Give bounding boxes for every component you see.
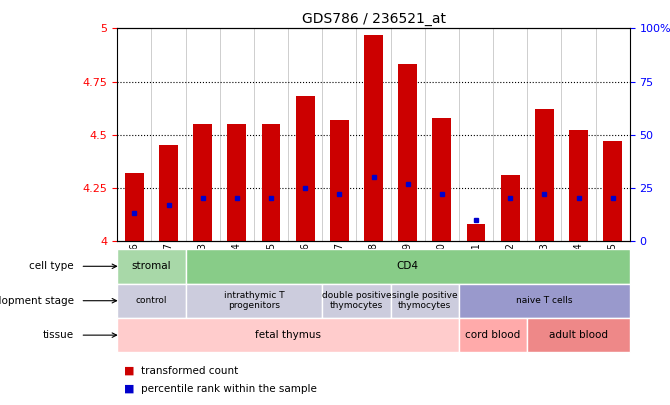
Bar [186, 284, 322, 318]
Text: development stage: development stage [0, 296, 74, 306]
Text: control: control [135, 296, 168, 305]
Title: GDS786 / 236521_at: GDS786 / 236521_at [302, 12, 446, 26]
Bar [295, 96, 315, 241]
Bar [322, 284, 391, 318]
Text: stromal: stromal [131, 261, 172, 271]
Bar [364, 35, 383, 241]
Bar [603, 141, 622, 241]
Bar [227, 124, 247, 241]
Text: tissue: tissue [43, 330, 74, 340]
Bar [261, 124, 281, 241]
Text: intrathymic T
progenitors: intrathymic T progenitors [224, 291, 284, 310]
Text: CD4: CD4 [397, 261, 419, 271]
Bar [459, 284, 630, 318]
Text: naive T cells: naive T cells [516, 296, 573, 305]
Bar [117, 249, 186, 284]
Text: cord blood: cord blood [466, 330, 521, 340]
Bar [186, 249, 630, 284]
Text: percentile rank within the sample: percentile rank within the sample [141, 384, 316, 394]
Bar [193, 124, 212, 241]
Bar [330, 120, 349, 241]
Text: single positive
thymocytes: single positive thymocytes [392, 291, 458, 310]
Bar [391, 284, 459, 318]
Text: ■: ■ [124, 384, 135, 394]
Bar [535, 109, 554, 241]
Bar [159, 145, 178, 241]
Bar [398, 64, 417, 241]
Text: fetal thymus: fetal thymus [255, 330, 321, 340]
Bar [527, 318, 630, 352]
Bar [432, 117, 452, 241]
Text: adult blood: adult blood [549, 330, 608, 340]
Text: cell type: cell type [29, 261, 74, 271]
Bar [117, 318, 459, 352]
Bar [125, 173, 144, 241]
Bar [466, 224, 486, 241]
Text: transformed count: transformed count [141, 366, 238, 375]
Text: ■: ■ [124, 366, 135, 375]
Bar [117, 284, 186, 318]
Bar [459, 318, 527, 352]
Bar [500, 175, 520, 241]
Text: double positive
thymocytes: double positive thymocytes [322, 291, 391, 310]
Bar [569, 130, 588, 241]
